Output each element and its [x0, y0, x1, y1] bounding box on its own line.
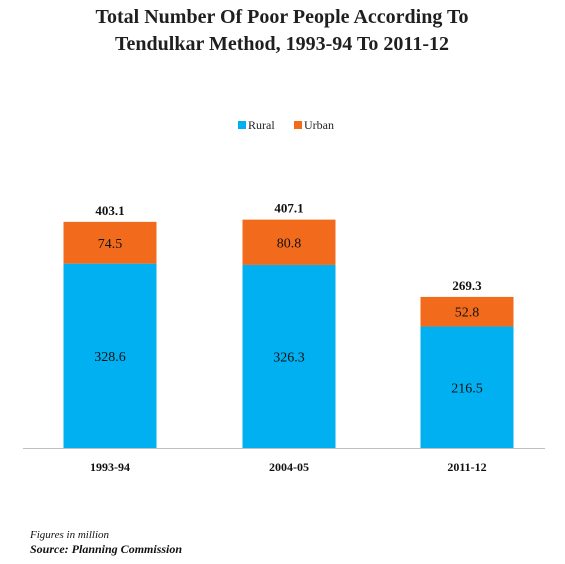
bar-urban-2011-12: [420, 296, 514, 327]
legend-swatch-rural: [238, 121, 246, 129]
bar-rural-2004-05: [242, 264, 336, 448]
x-tick-label-2011-12: 2011-12: [447, 460, 486, 474]
legend-label-urban: Urban: [304, 118, 334, 132]
bar-urban-1993-94: [63, 221, 157, 264]
plot-area: 328.6 74.5 403.1 1993-94 326.3 80.8 407.1 2004-…: [23, 201, 545, 474]
legend-swatch-urban: [294, 121, 302, 129]
chart-title-line-2: Tendulkar Method, 1993-94 To 2011-12: [115, 33, 449, 55]
chart-title-line-1: Total Number Of Poor People According To: [96, 6, 469, 28]
x-tick-label-1993-94: 1993-94: [90, 460, 130, 474]
bar-rural-2011-12: [420, 326, 514, 448]
footnote-source: Source: Planning Commission: [30, 542, 183, 556]
data-label-urban-1993-94: 74.5: [98, 237, 123, 252]
data-label-rural-2011-12: 216.5: [451, 381, 483, 396]
x-tick-label-2004-05: 2004-05: [269, 460, 309, 474]
data-label-urban-2011-12: 52.8: [455, 306, 480, 321]
legend: Rural Urban: [238, 118, 334, 132]
legend-label-rural: Rural: [248, 118, 275, 132]
bar-rural-1993-94: [63, 263, 157, 448]
footnote-units: Figures in million: [30, 529, 110, 541]
data-label-rural-1993-94: 328.6: [94, 350, 126, 365]
bar-urban-2004-05: [242, 219, 336, 265]
data-label-urban-2004-05: 80.8: [277, 236, 302, 251]
total-label-2004-05: 407.1: [274, 201, 303, 216]
data-label-rural-2004-05: 326.3: [273, 350, 305, 365]
total-label-2011-12: 269.3: [452, 278, 482, 293]
total-label-1993-94: 403.1: [95, 203, 124, 218]
